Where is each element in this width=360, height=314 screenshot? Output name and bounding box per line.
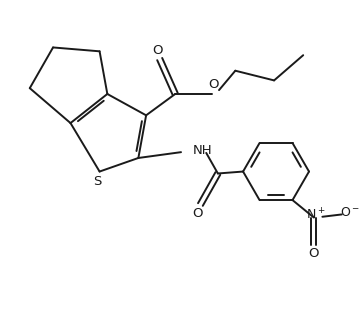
Text: O: O — [153, 44, 163, 57]
Text: O: O — [309, 247, 319, 261]
Text: $\mathregular{N^+}$: $\mathregular{N^+}$ — [306, 207, 325, 223]
Text: O: O — [192, 207, 203, 219]
Text: S: S — [94, 175, 102, 188]
Text: O: O — [208, 78, 219, 91]
Text: NH: NH — [193, 144, 212, 157]
Text: $\mathregular{O^-}$: $\mathregular{O^-}$ — [340, 206, 360, 219]
